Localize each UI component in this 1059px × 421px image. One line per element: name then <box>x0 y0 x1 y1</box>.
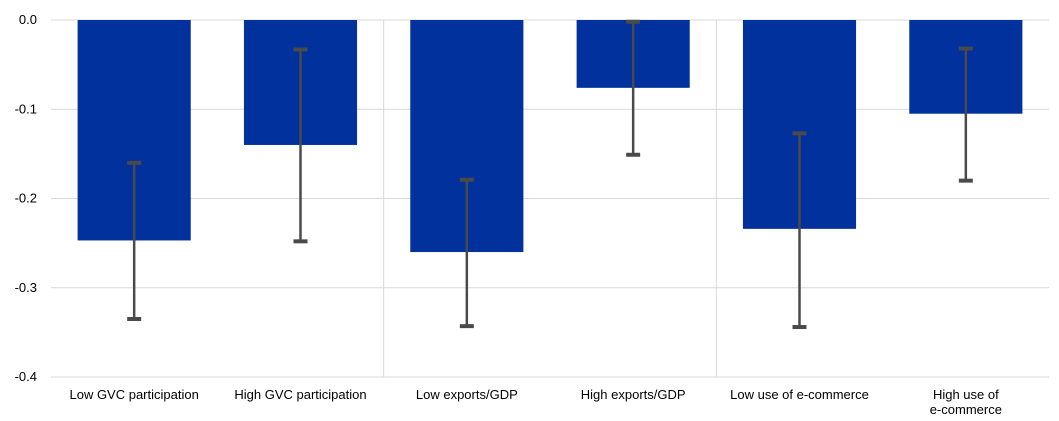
x-category-label: Low use of e-commerce <box>730 387 869 402</box>
x-category-label: High exports/GDP <box>581 387 686 402</box>
y-tick-label: -0.4 <box>15 369 37 384</box>
y-tick-label: -0.1 <box>15 101 37 116</box>
x-category-label: High GVC participation <box>234 387 366 402</box>
y-tick-label: -0.3 <box>15 280 37 295</box>
error-bar <box>792 131 807 330</box>
y-tick-label: -0.2 <box>15 191 37 206</box>
y-axis-ticks: 0.0 -0.1 -0.2 -0.3 -0.4 <box>15 12 37 384</box>
error-bar <box>626 19 641 157</box>
error-bar <box>958 46 973 183</box>
y-tick-label: 0.0 <box>19 12 37 27</box>
x-category-label: High use of e-commerce <box>930 387 1002 417</box>
error-bars <box>127 19 973 330</box>
x-category-label: Low exports/GDP <box>416 387 518 402</box>
grid-lines <box>51 19 1049 378</box>
error-bar <box>127 160 142 321</box>
group-separators <box>383 20 717 377</box>
bars <box>77 20 1023 253</box>
error-bar <box>293 47 308 244</box>
x-axis-categories: Low GVC participation High GVC participat… <box>69 387 1001 417</box>
x-category-label: Low GVC participation <box>69 387 198 402</box>
error-bar <box>459 177 474 329</box>
